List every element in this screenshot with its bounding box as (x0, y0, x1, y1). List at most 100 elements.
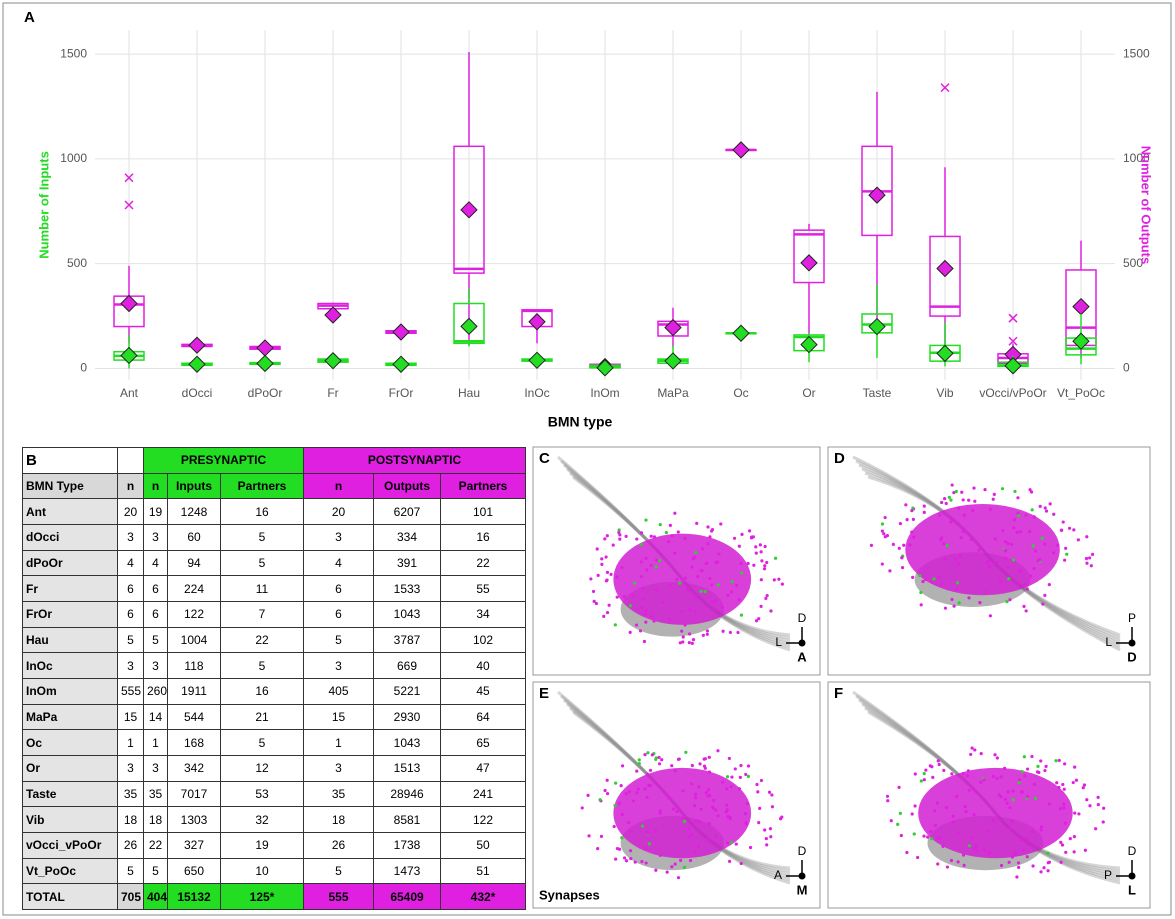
synapse-dot (700, 569, 703, 572)
synapse-dot (625, 792, 628, 795)
synapse-dot (777, 578, 780, 581)
synapse-dot (729, 631, 732, 634)
synapse-dot (1031, 864, 1034, 867)
x-tick-label: Ant (120, 386, 139, 400)
synapse-dot (673, 512, 676, 515)
synapse-dot (938, 576, 941, 579)
x-tick-label: Fr (327, 386, 338, 400)
synapse-dot (972, 813, 975, 816)
synapse-dot (999, 795, 1002, 798)
synapse-dot (1004, 549, 1007, 552)
synapse-dot (623, 595, 626, 598)
synapse-dot (706, 629, 709, 632)
table-cell: 3 (118, 755, 144, 781)
synapse-dot (962, 530, 965, 533)
table-cell: 1513 (374, 755, 441, 781)
synapse-dot (940, 501, 943, 504)
table-cell: 1911 (168, 678, 221, 704)
synapse-dot (1062, 803, 1065, 806)
synapse-dot (640, 560, 643, 563)
synapse-dot (618, 538, 621, 541)
table-cell: 22 (441, 550, 526, 576)
synapse-dot (721, 606, 724, 609)
synapse-dot (755, 783, 758, 786)
synapse-dot (886, 795, 889, 798)
synapse-dot (726, 594, 729, 597)
table-cell: 94 (168, 550, 221, 576)
synapse-dot (730, 590, 733, 593)
synapse-dot (747, 764, 750, 767)
table-cell (118, 448, 144, 474)
synapse-dot (680, 630, 683, 633)
synapse-dot (614, 782, 617, 785)
synapse-dot (661, 601, 664, 604)
synapse-dot (618, 533, 621, 536)
synapse-dot (651, 753, 654, 756)
synapse-dot (683, 820, 686, 823)
synapse-dot (672, 808, 675, 811)
synapse-dot (1036, 765, 1039, 768)
table-cell: 35 (118, 781, 144, 807)
synapse-dot (596, 847, 599, 850)
panel-label: F (834, 685, 843, 702)
synapse-dot (1030, 755, 1033, 758)
synapse-dot (693, 851, 696, 854)
synapse-dot (688, 608, 691, 611)
synapse-dot (1054, 759, 1057, 762)
synapse-dot (913, 804, 916, 807)
synapse-dot (936, 862, 939, 865)
y-axis-label: Number of Inputs (36, 151, 51, 259)
table-cell: 5 (221, 653, 304, 679)
synapse-dot (1036, 770, 1039, 773)
x-tick-label: dOcci (182, 386, 213, 400)
synapse-dot (941, 845, 944, 848)
synapse-dot (955, 490, 958, 493)
synapse-dot (920, 779, 923, 782)
synapse-dot (719, 522, 722, 525)
mean-marker (801, 255, 817, 271)
table-cell: 1 (304, 730, 374, 756)
mean-marker (393, 324, 409, 340)
synapse-dot (695, 522, 698, 525)
synapse-dot (957, 860, 960, 863)
synapse-dot (901, 566, 904, 569)
synapse-dot (659, 812, 662, 815)
synapse-dot (667, 797, 670, 800)
synapse-dot (1011, 855, 1014, 858)
synapse-dot (606, 792, 609, 795)
table-cell: 705 (118, 884, 144, 910)
synapse-dot (898, 547, 901, 550)
y-tick-label: 1000 (60, 151, 87, 165)
synapse-dot (708, 822, 711, 825)
synapse-dot (1073, 812, 1076, 815)
synapse-dot (725, 787, 728, 790)
synapse-dot (962, 772, 965, 775)
table-cell: 3 (118, 653, 144, 679)
table-cell: 4 (144, 550, 168, 576)
synapse-dot (758, 807, 761, 810)
synapse-dot (756, 790, 759, 793)
synapse-dot (760, 779, 763, 782)
synapse-dot (1062, 806, 1065, 809)
mean-marker (325, 353, 341, 369)
synapse-dot (1022, 849, 1025, 852)
synapse-dot (916, 856, 919, 859)
table-cell: BMN Type (23, 473, 118, 499)
table-cell: 391 (374, 550, 441, 576)
orientation-left: L (1105, 635, 1112, 649)
table-cell: POSTSYNAPTIC (304, 448, 526, 474)
synapse-dot (892, 543, 895, 546)
synapse-dot (1020, 790, 1023, 793)
synapse-dot (600, 563, 603, 566)
synapse-dot (731, 580, 734, 583)
orientation-origin (799, 640, 806, 647)
synapse-dot (992, 819, 995, 822)
synapse-dot (900, 834, 903, 837)
orientation-origin (1129, 640, 1136, 647)
orientation-view: A (797, 649, 807, 664)
synapse-dot (1028, 488, 1031, 491)
table-cell: 6 (118, 576, 144, 602)
mean-marker (257, 355, 273, 371)
synapse-dot (581, 806, 584, 809)
